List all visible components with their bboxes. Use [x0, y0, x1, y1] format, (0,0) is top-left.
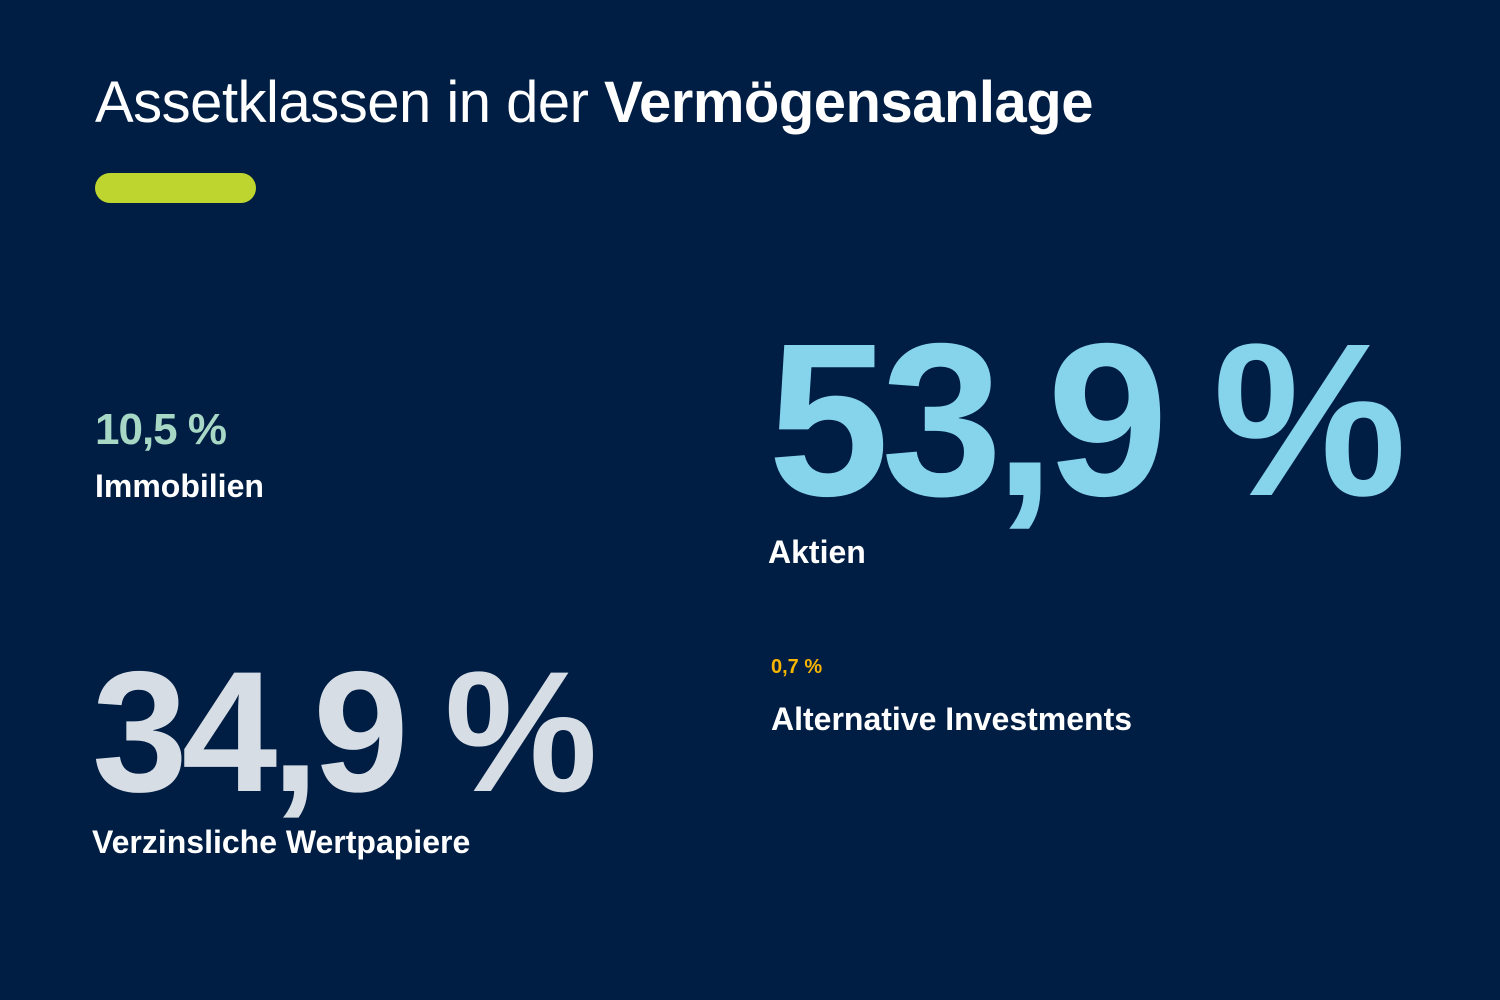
stat-immobilien: 10,5 % Immobilien — [95, 404, 264, 506]
accent-bar — [95, 173, 256, 203]
stat-alternative-label: Alternative Investments — [771, 701, 1133, 737]
stat-verzinsliche-value: 34,9 % — [92, 636, 597, 828]
stat-alternative-investments: 0,7 % Alternative Investments — [771, 655, 1132, 739]
stat-immobilien-value: 10,5 % — [95, 405, 227, 454]
stat-verzinsliche-label: Verzinsliche Wertpapiere — [92, 824, 471, 860]
stat-alternative-value: 0,7 % — [771, 656, 823, 678]
stat-aktien: 53,9 % Aktien — [768, 299, 1407, 572]
stat-verzinsliche-wertpapiere: 34,9 % Verzinsliche Wertpapiere — [92, 636, 597, 862]
stat-aktien-value: 53,9 % — [768, 299, 1407, 542]
stat-aktien-label: Aktien — [768, 534, 866, 570]
page-title: Assetklassen in der Vermögensanlage — [95, 68, 1093, 138]
stat-immobilien-label: Immobilien — [95, 468, 264, 504]
title-bold-text: Vermögensanlage — [604, 70, 1093, 135]
title-regular-text: Assetklassen in der — [95, 70, 589, 135]
